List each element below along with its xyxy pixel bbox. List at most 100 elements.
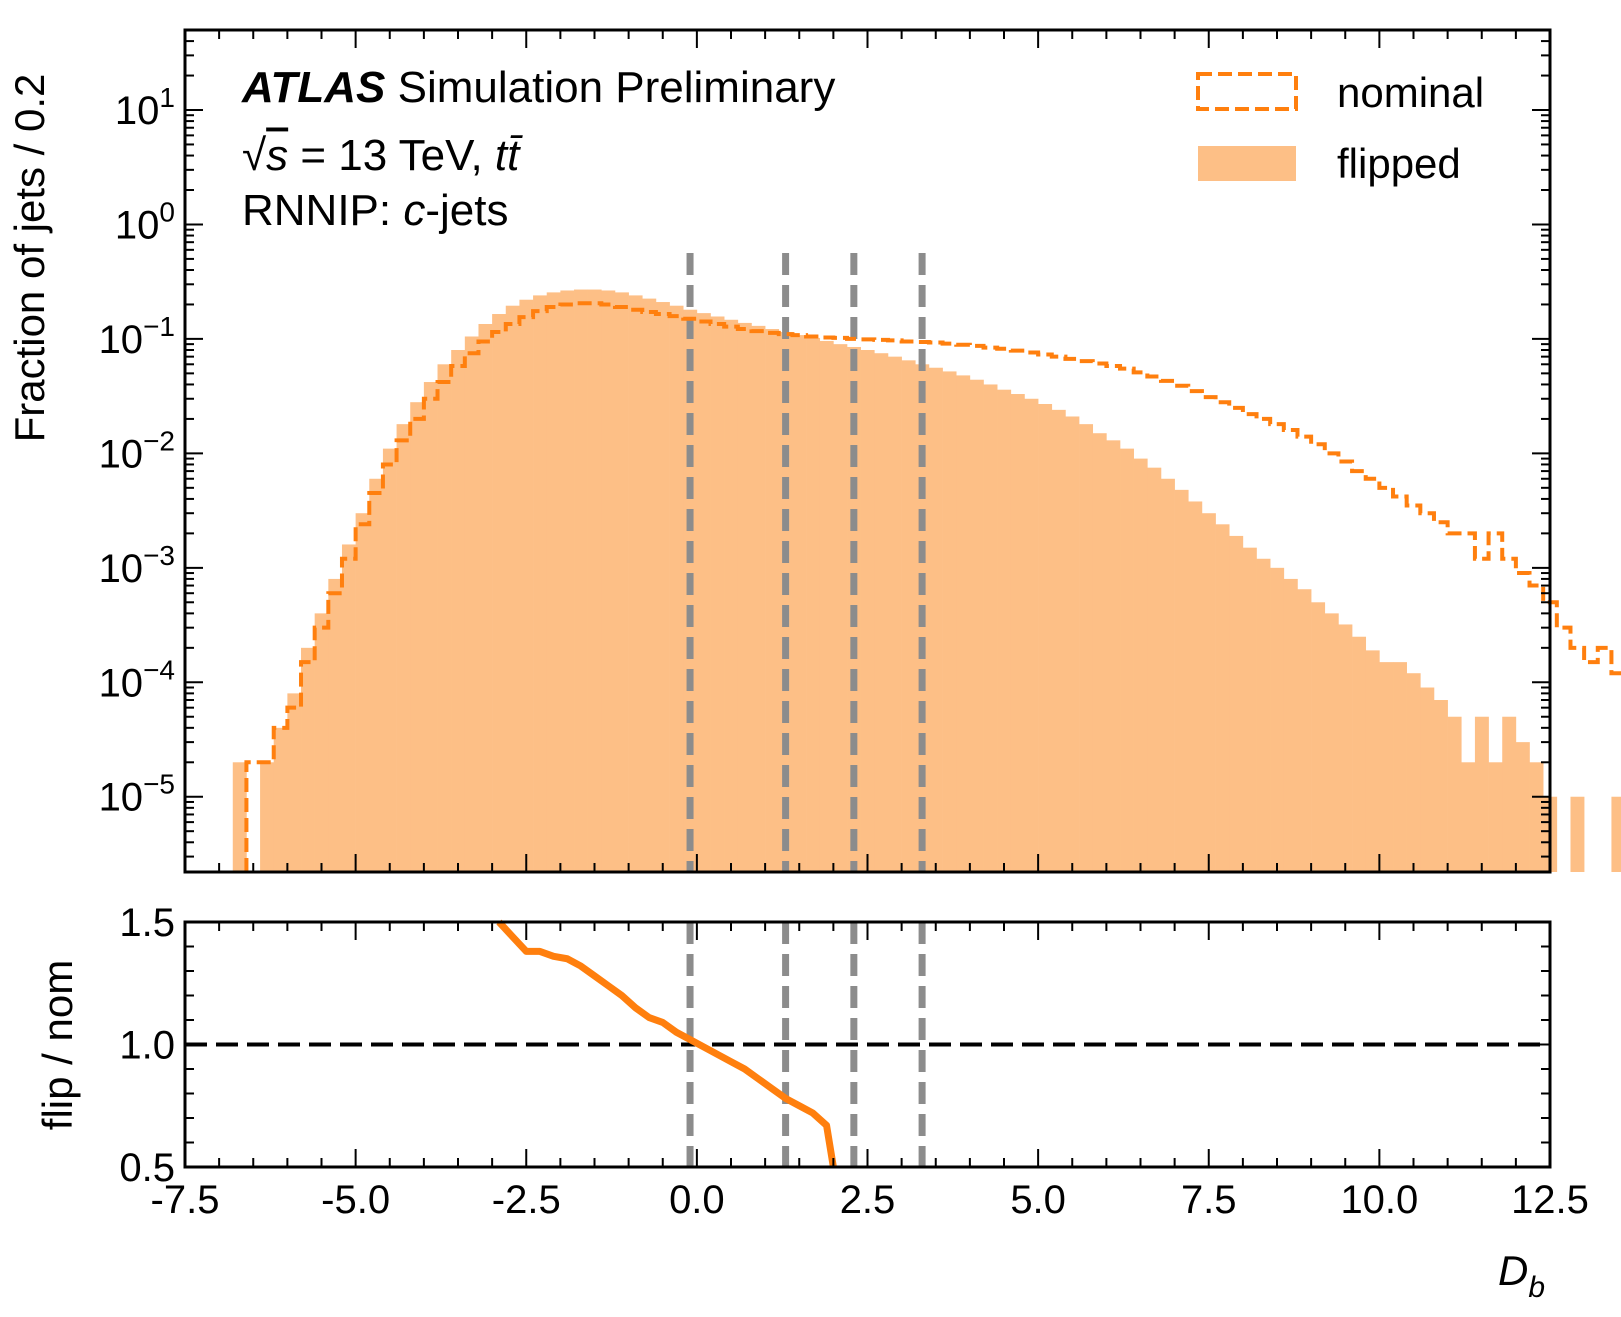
flipped-bar [1092,433,1107,872]
flipped-bar [655,302,670,872]
flipped-bar [642,298,657,872]
legend-label-flipped: flipped [1337,140,1461,187]
ratio-y-tick-label: 1.5 [119,901,175,945]
flipped-bar [765,329,780,872]
flipped-bar [942,371,957,872]
flipped-bar [396,424,411,872]
flipped-histogram [232,289,1621,873]
flipped-bar [1338,624,1353,872]
flipped-bar [928,367,943,872]
flipped-bar [1133,458,1148,872]
x-tick-label: 0.0 [669,1178,725,1222]
flipped-bar [833,344,848,873]
flipped-bar [860,350,875,872]
flipped-bar [587,289,602,872]
flipped-bar [983,384,998,872]
flipped-bar [997,389,1012,872]
flipped-bar [601,290,616,872]
flipped-bar [696,313,711,872]
flipped-bar [341,544,356,872]
flipped-bar [1079,424,1094,872]
x-tick-label: 7.5 [1181,1178,1237,1222]
flipped-bar [628,295,643,873]
flipped-bar [1474,716,1489,872]
x-tick-label: 10.0 [1340,1178,1418,1222]
flipped-bar [1024,398,1039,872]
flipped-bar [1160,478,1175,872]
flipped-bar [560,290,575,872]
flipped-bar [232,762,247,872]
flipped-bar [1010,394,1025,872]
flipped-bar [1065,416,1080,872]
flipped-bar [369,478,384,872]
flipped-bar [1270,567,1285,872]
flipped-bar [901,360,916,872]
working-point-lines-main [686,253,926,872]
flipped-bar [1393,662,1407,872]
flipped-bar [505,305,520,872]
flipped-bar [301,647,315,872]
flipped-bar [1365,650,1380,872]
ratio-panel-frame [183,920,1552,1169]
x-tick-label: 12.5 [1511,1178,1589,1222]
flipped-bar [1038,403,1053,872]
flipped-bar [1311,602,1326,872]
xlabel: Db [1498,1247,1545,1304]
flipped-bar [874,353,889,873]
ratio-curve [496,919,837,1168]
x-tick-label: -5.0 [321,1178,390,1222]
legend-swatch-nominal [1196,72,1298,111]
y-tick-label: 10−2 [99,425,175,476]
flipped-bar [287,693,302,872]
energy-label: √s = 13 TeV, tt̄ [242,131,524,180]
flipped-bar [956,375,971,872]
flipped-bar [1283,578,1298,872]
flipped-bar [464,336,479,873]
flipped-bar [669,305,684,872]
flipped-bar [533,295,548,873]
main-panel-frame [183,28,1552,874]
flipped-bar [1461,762,1476,872]
flipped-bar [969,379,984,872]
flipped-bar [1256,558,1271,872]
flipped-bar [1215,524,1230,872]
flipped-bar [1433,700,1448,872]
flipped-bar [1420,687,1435,872]
flipped-bar [1529,762,1544,872]
legend-swatch-flipped [1198,146,1296,181]
flipped-bar [1297,589,1312,872]
flipped-bar [1051,409,1066,872]
ratio-axis-ticks: 0.5 1.0 1.5 -7.5 -5.0 -2.5 0.0 2.5 5.0 7.5 10.0 12.… [119,901,1589,1222]
ratio-ylabel: flip / nom [34,960,81,1130]
working-point-lines-ratio [686,922,926,1167]
flipped-bar [1106,440,1121,872]
flipped-bar [1352,636,1367,872]
flipped-bar [1570,796,1585,872]
flipped-bar [1174,489,1189,872]
legend: nominal flipped [1196,69,1484,187]
flipped-bar [1324,613,1339,872]
y-tick-label: 101 [115,82,175,133]
tagger-label: RNNIP: c-jets [242,186,508,235]
flipped-bar [314,613,329,872]
flipped-bar [1406,673,1421,872]
flipped-bar [273,727,288,872]
flipped-bar [792,335,807,872]
ratio-line [496,919,837,1168]
flipped-bar [260,762,275,872]
main-ylabel: Fraction of jets / 0.2 [6,74,53,443]
flipped-bar [1147,467,1162,872]
x-tick-label: -7.5 [151,1178,220,1222]
flipped-bar [1120,448,1134,872]
flipped-bar [355,513,370,872]
flipped-bar [1502,716,1517,872]
y-tick-label: 10−5 [99,769,175,820]
flipped-bar [1201,513,1216,872]
flipped-bar [710,316,725,872]
flipped-bar [410,402,425,872]
flipped-bar [1515,742,1530,872]
flipped-bar [1229,535,1244,872]
flipped-bar [887,356,902,872]
y-tick-label: 10−1 [99,311,175,362]
